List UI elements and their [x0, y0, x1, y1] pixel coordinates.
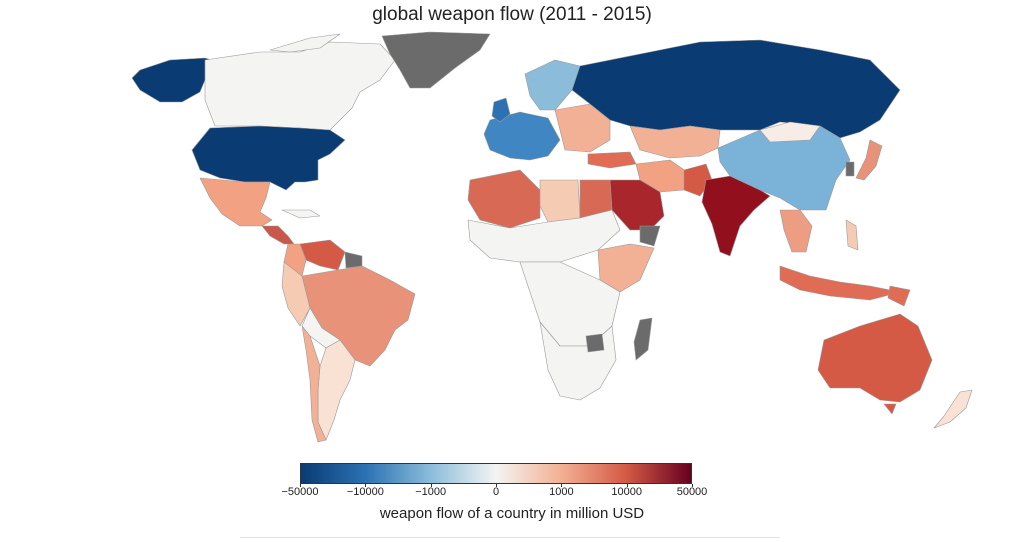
- region-mongolia: [759, 121, 821, 143]
- region-uk: [491, 97, 511, 123]
- region-indonesia: [779, 265, 901, 301]
- region-venezuela: [299, 239, 346, 271]
- region-saudi-arabia: [609, 179, 665, 231]
- colorbar-tickmark: [365, 484, 367, 487]
- region-alaska: [131, 57, 226, 103]
- colorbar-tickmark: [626, 484, 628, 487]
- region-papua: [887, 285, 911, 307]
- colorbar-tick-label: −1000: [415, 486, 447, 498]
- region-brazil: [301, 265, 416, 367]
- colorbar-tick-label: −10000: [346, 486, 384, 498]
- region-west-africa: [467, 209, 621, 263]
- colorbar-gradient: [300, 463, 692, 484]
- region-argentina: [317, 339, 356, 441]
- region-korea: [845, 161, 855, 177]
- region-philippines: [845, 219, 859, 251]
- colorbar-tick-label: 10000: [611, 486, 642, 498]
- colorbar-tickmark: [300, 484, 301, 487]
- region-russia: [571, 39, 901, 139]
- region-scandinavia: [524, 59, 581, 111]
- region-chile: [301, 325, 327, 443]
- region-peru: [281, 261, 311, 327]
- colorbar-label: weapon flow of a country in million USD: [379, 505, 645, 522]
- region-japan: [855, 139, 883, 181]
- colorbar-tickmark: [430, 484, 432, 487]
- region-central-america: [261, 225, 295, 245]
- world-map: [131, 31, 973, 443]
- region-caribbean: [281, 209, 321, 219]
- region-mexico: [199, 177, 273, 227]
- region-canada: [204, 41, 396, 131]
- colorbar-tick-label: 1000: [549, 486, 574, 498]
- region-southeast-asia: [779, 209, 813, 253]
- colorbar-tickmark: [692, 484, 693, 487]
- colorbar-tickmark: [496, 484, 497, 487]
- region-australia: [817, 313, 933, 403]
- colorbar-tick-label: 50000: [676, 486, 708, 498]
- divider: [240, 537, 780, 538]
- region-algeria: [467, 169, 541, 229]
- region-new-zealand: [933, 389, 973, 429]
- region-central-asia: [629, 125, 721, 159]
- region-tasmania: [883, 403, 897, 415]
- region-western-europe: [483, 111, 561, 161]
- colorbar-tick-label: −50000: [281, 486, 319, 498]
- region-guianas: [344, 251, 363, 269]
- colorbar-tickmark: [561, 484, 563, 487]
- region-turkey: [587, 151, 637, 169]
- region-madagascar: [633, 317, 653, 361]
- region-libya: [539, 179, 581, 223]
- region-arctic-islands: [269, 33, 341, 53]
- region-usa: [191, 125, 346, 191]
- colorbar: −50000 −10000 −1000 0 1000 10000 50000: [281, 463, 707, 498]
- colorbar-tick-label: 0: [492, 486, 500, 498]
- region-zimbabwe: [585, 333, 605, 353]
- region-greenland: [381, 31, 491, 89]
- map-title: global weapon flow (2011 - 2015): [372, 4, 652, 25]
- region-somalia: [639, 225, 661, 247]
